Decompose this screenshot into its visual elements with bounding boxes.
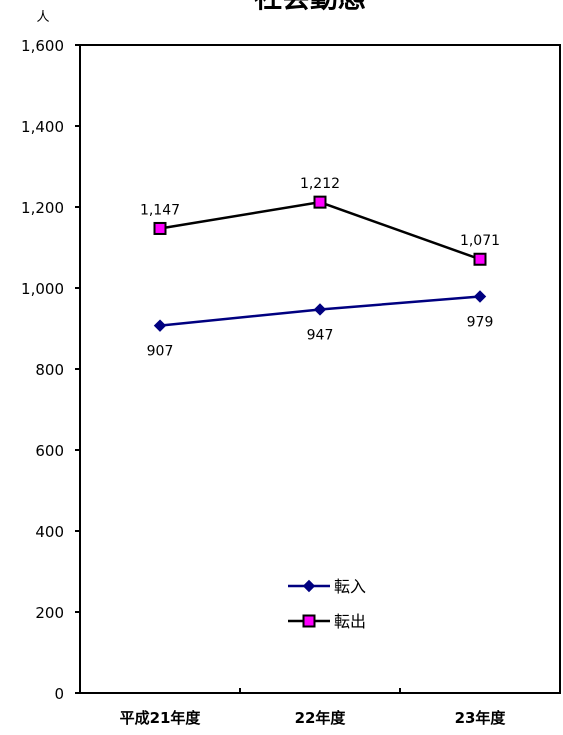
data-label: 1,212 <box>300 176 340 192</box>
x-tick-label: 平成21年度 <box>120 709 202 727</box>
data-point <box>153 319 167 332</box>
data-label: 907 <box>147 344 174 360</box>
x-tick-label: 23年度 <box>455 709 507 727</box>
series-2: 1,147 1,212 1,071 <box>140 176 500 266</box>
y-tick-label: 800 <box>35 361 64 379</box>
legend-item: 転入 <box>288 577 366 596</box>
x-axis: 平成21年度 22年度 23年度 <box>120 688 507 727</box>
y-tick-label: 1,200 <box>21 199 64 217</box>
series-1: 907 947 979 <box>147 290 494 360</box>
legend-label: 転入 <box>334 577 366 596</box>
y-tick-label: 200 <box>35 604 64 622</box>
data-label: 1,147 <box>140 202 180 218</box>
data-point <box>473 252 487 266</box>
legend-marker <box>302 579 316 593</box>
y-axis-unit-label: 人 <box>36 10 49 25</box>
chart-title: 社会動態 <box>254 0 366 14</box>
y-tick-label: 600 <box>35 442 64 460</box>
legend-item: 転出 <box>288 612 366 631</box>
data-point <box>313 303 327 316</box>
plot-area <box>79 44 561 694</box>
y-axis: 0 200 400 600 800 1,000 1,200 1,400 1,600 <box>21 37 80 703</box>
y-tick-label: 1,000 <box>21 280 64 298</box>
data-point <box>313 195 327 209</box>
x-tick-label: 22年度 <box>295 709 347 727</box>
data-label: 1,071 <box>460 233 500 249</box>
series-layer: 907 947 979 1,147 1,212 1,071 <box>140 176 500 360</box>
y-tick-label: 0 <box>54 685 64 703</box>
y-tick-label: 400 <box>35 523 64 541</box>
legend-marker <box>302 614 316 628</box>
data-point <box>153 221 167 235</box>
y-tick-label: 1,400 <box>21 118 64 136</box>
data-label: 947 <box>307 327 334 343</box>
legend-label: 転出 <box>334 612 366 631</box>
data-label: 979 <box>467 315 494 331</box>
data-point <box>473 290 487 303</box>
y-tick-label: 1,600 <box>21 37 64 55</box>
